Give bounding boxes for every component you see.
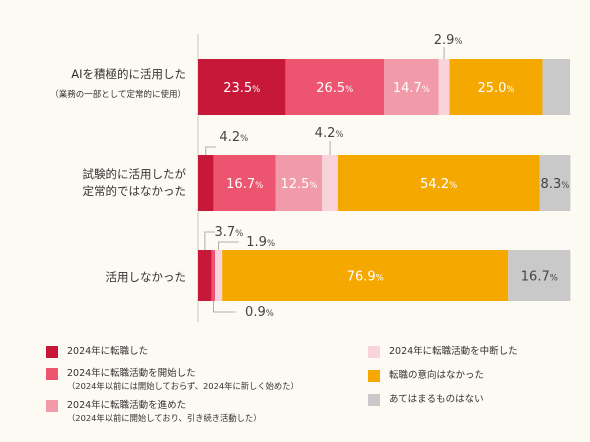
bar-segment (322, 155, 338, 211)
legend-item-none-apply: あてはまるものはない (368, 394, 484, 406)
callout-line (213, 301, 236, 313)
legend-swatch (46, 368, 58, 380)
bar-segment (198, 155, 214, 211)
legend-swatch (368, 370, 380, 382)
bar-segment (275, 155, 323, 211)
bar-segment (449, 59, 543, 115)
data-label: 16.7% (521, 270, 558, 285)
category-label: 活用しなかった (106, 270, 187, 284)
legend-item-continued-search: 2024年に転職活動を進めた （2024年以前に開始しており、引き続き活動した） (46, 400, 262, 424)
callout-line (205, 146, 216, 155)
legend-label: 2024年に転職活動を中断した (389, 346, 518, 357)
legend-swatch (368, 346, 380, 358)
legend-sublabel: （2024年以前に開始しており、引き続き活動した） (67, 413, 262, 423)
legend-item-started-search: 2024年に転職活動を開始した （2024年以前には開始しておらず、2024年に… (46, 368, 299, 392)
category-label: 定常的ではなかった (83, 184, 187, 198)
bar-segment (198, 59, 286, 115)
bar-segment (285, 59, 384, 115)
bar-segment (384, 59, 439, 115)
callout-line (218, 241, 239, 250)
data-label: 54.2% (420, 177, 457, 192)
data-label: 16.7% (226, 177, 263, 192)
data-label: 2.9% (434, 33, 463, 48)
data-label: 4.2% (315, 126, 344, 141)
legend-item-no-intention: 転職の意向はなかった (368, 370, 484, 382)
legend-item-changed-jobs: 2024年に転職した (46, 346, 148, 358)
legend-swatch (368, 394, 380, 406)
legend-item-paused-search: 2024年に転職活動を中断した (368, 346, 518, 358)
bar-segment (198, 250, 212, 301)
data-label: 23.5% (223, 81, 260, 96)
legend-swatch (46, 346, 58, 358)
legend-sublabel: （2024年以前には開始しておらず、2024年に新しく始めた） (67, 381, 299, 391)
data-label: 8.3% (541, 177, 570, 192)
legend-label: 転職の意向はなかった (389, 370, 485, 381)
data-label: 14.7% (393, 81, 430, 96)
callout-line (204, 231, 215, 250)
legend-label: 2024年に転職活動を開始した (67, 368, 196, 379)
data-label: 76.9% (347, 270, 384, 285)
data-label: 0.9% (245, 305, 274, 320)
bar-segment (508, 250, 571, 301)
bar-segment (542, 59, 570, 115)
data-label: 26.5% (316, 81, 353, 96)
legend-label: あてはまるものはない (389, 394, 484, 405)
data-label: 12.5% (280, 177, 317, 192)
bar-segment (211, 250, 216, 301)
category-sublabel: （業務の一部として定常的に使用） (50, 89, 186, 100)
data-label: 3.7% (214, 225, 243, 240)
bar-segment (222, 250, 509, 301)
bar-segment (337, 155, 540, 211)
bar-segment (213, 155, 276, 211)
bar-segment (215, 250, 223, 301)
bar-segment (438, 59, 450, 115)
category-label: AIを積極的に活用した (71, 67, 186, 81)
data-label: 4.2% (219, 130, 248, 145)
bar-segment (539, 155, 571, 211)
category-label: 試験的に活用したが (83, 167, 187, 181)
data-label: 25.0% (477, 81, 514, 96)
legend-label: 2024年に転職した (67, 346, 149, 357)
data-label: 1.9% (246, 235, 275, 250)
legend-swatch (46, 400, 58, 412)
legend-label: 2024年に転職活動を進めた (67, 400, 187, 411)
